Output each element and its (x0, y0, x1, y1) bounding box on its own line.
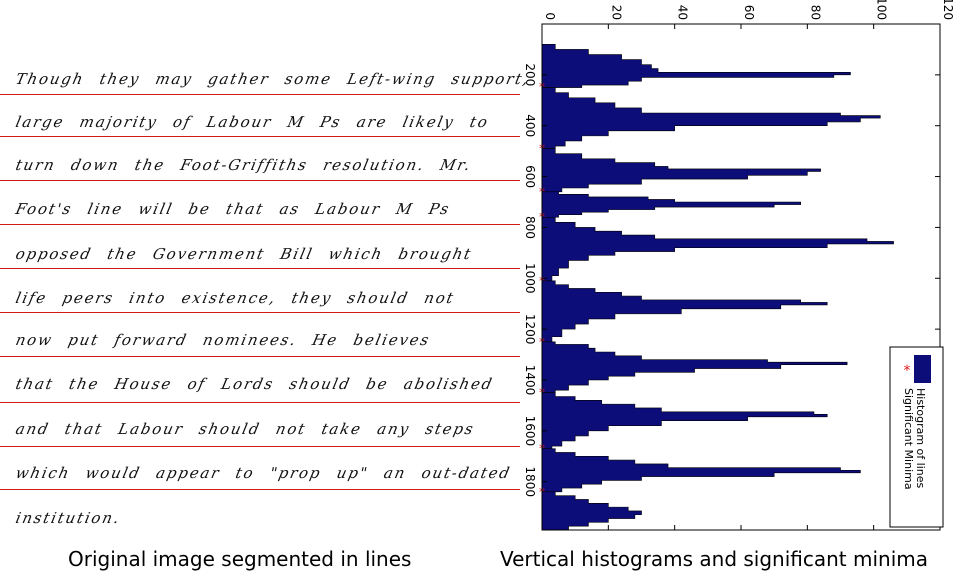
segmentation-line (0, 402, 520, 404)
segmentation-line (0, 268, 520, 270)
plot-area: *********0 20 40 60 80 100 1202004006008001000… (523, 0, 955, 531)
x-tick-label: 80 (808, 5, 822, 20)
handwriting-line: large majority of Labour M Ps are likely… (14, 113, 491, 131)
histogram-peak (541, 87, 881, 149)
histogram-peak (541, 148, 821, 193)
histogram-peak (541, 392, 828, 449)
x-tick-label: 100 (875, 0, 889, 20)
histogram-peak (541, 491, 642, 531)
histogram-peak (541, 44, 851, 88)
histogram-peak (541, 341, 848, 393)
x-tick-label: 120 (941, 0, 955, 20)
handwriting-line: that the House of Lords should be abolis… (14, 375, 496, 393)
handwriting-line: Foot's line will be that as Labour M Ps (14, 200, 452, 218)
y-tick-label: 200 (523, 63, 537, 86)
histogram-peak (541, 191, 801, 218)
segmentation-line (0, 489, 520, 491)
x-tick-label: 0 (543, 12, 557, 20)
handwriting-line: which would appear to "prop up" an out-d… (14, 464, 513, 482)
chart-legend: * Histogram of lines Significant Minima (889, 346, 944, 528)
segmentation-line (0, 356, 520, 358)
histogram-peak (541, 216, 894, 282)
histogram-peak (541, 448, 861, 493)
segmentation-line (0, 94, 520, 96)
y-tick-label: 1600 (523, 416, 537, 447)
x-tick-label: 40 (676, 5, 690, 20)
legend-minima-label: Significant Minima (902, 388, 915, 490)
y-tick-label: 600 (523, 165, 537, 188)
histogram-chart: *********0 20 40 60 80 100 1202004006008001000… (523, 0, 955, 531)
x-tick-label: 20 (609, 5, 623, 20)
y-tick-label: 1800 (523, 466, 537, 497)
caption-left: Original image segmented in lines (68, 547, 412, 571)
handwriting-line: now put forward nominees. He believes (14, 331, 432, 349)
segmentation-line (0, 136, 520, 138)
y-tick-label: 400 (523, 114, 537, 137)
handwriting-line: Though they may gather some Left-wing su… (14, 70, 558, 88)
handwriting-line: and that Labour should not take any step… (14, 420, 477, 438)
handwriting-line: turn down the Foot-Griffiths resolution.… (14, 156, 474, 174)
legend-minima-marker: * (904, 363, 911, 379)
handwriting-line: opposed the Government Bill which brough… (14, 245, 474, 263)
segmentation-line (0, 224, 520, 226)
y-tick-label: 1400 (523, 365, 537, 396)
legend-histogram-label: Histogram of lines (914, 388, 927, 489)
legend-histogram-swatch (914, 355, 931, 383)
segmentation-line (0, 180, 520, 182)
handwriting-line: institution. (14, 509, 123, 527)
segmented-handwriting-image: Though they may gather some Left-wing su… (0, 40, 558, 540)
handwriting-line: life peers into existence, they should n… (14, 289, 457, 307)
segmentation-line (0, 312, 520, 314)
caption-right: Vertical histograms and significant mini… (500, 547, 929, 571)
segmentation-line (0, 446, 520, 448)
plot-background (542, 24, 940, 530)
y-tick-label: 1200 (523, 314, 537, 345)
histogram-peak (541, 280, 828, 343)
y-tick-label: 800 (523, 216, 537, 239)
x-tick-label: 60 (742, 5, 756, 20)
y-tick-label: 1000 (523, 263, 537, 294)
